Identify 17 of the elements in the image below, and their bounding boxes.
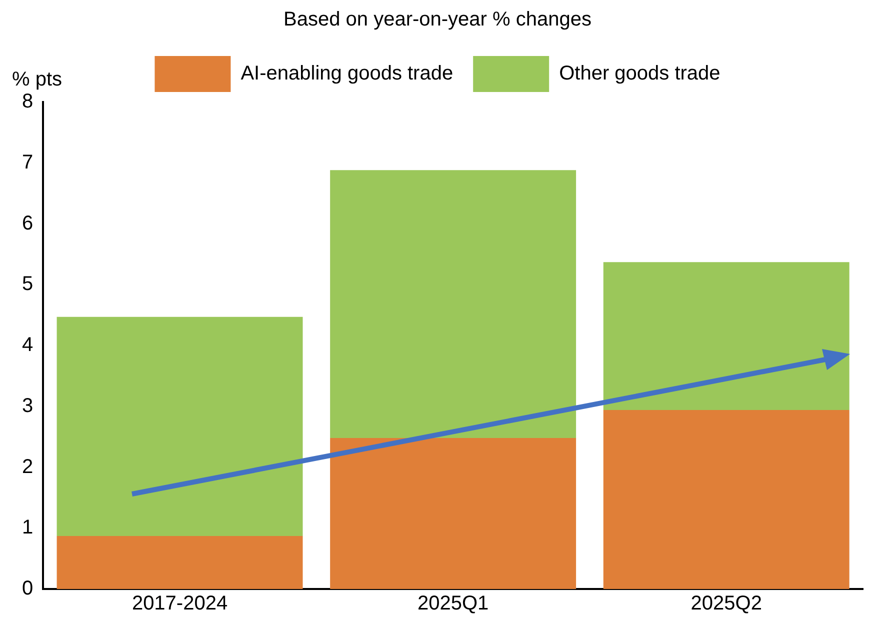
y-tick-label: 2 [22,456,34,478]
x-tick-label: 2025Q2 [690,592,762,615]
legend-label: Other goods trade [559,62,720,85]
chart-title: Based on year-on-year % changes [284,8,592,31]
y-tick-label: 4 [22,334,34,356]
y-tick-label: 3 [22,394,34,417]
y-tick-label: 5 [22,273,34,296]
y-tick-label: 8 [22,90,34,113]
y-axis-title: % pts [12,68,62,91]
legend-label: AI-enabling goods trade [240,62,454,85]
bar [56,536,303,589]
y-tick-label: 0 [22,578,34,600]
y-tick-label: 7 [22,151,34,174]
y-tick-label: 6 [22,212,34,234]
x-tick-label: 2025Q1 [417,592,489,615]
y-tick-label: 1 [22,516,34,539]
x-tick-label: 2017-2024 [132,592,228,615]
